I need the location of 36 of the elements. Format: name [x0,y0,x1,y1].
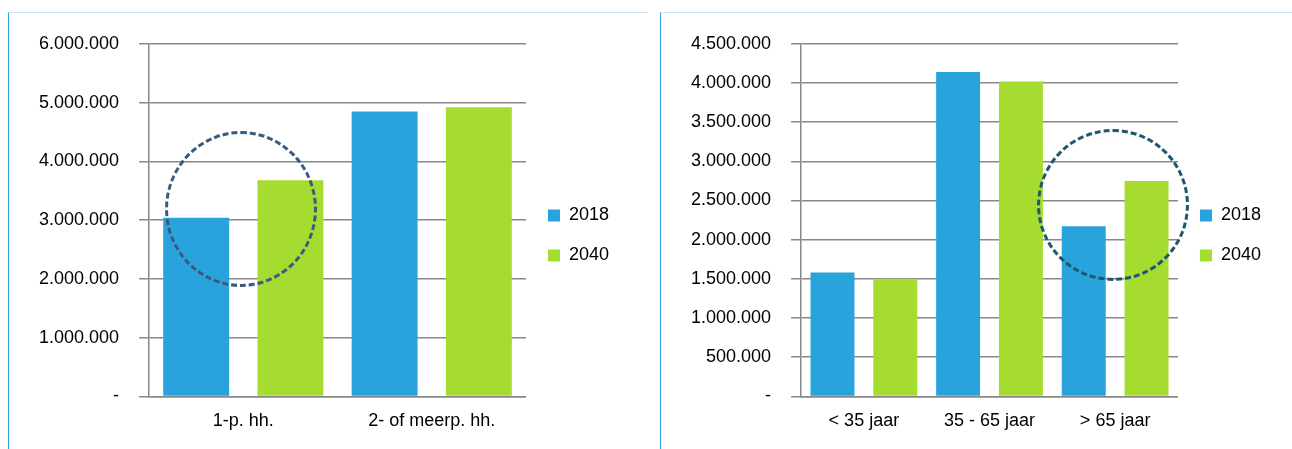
y-tick-label: 3.500.000 [691,111,772,132]
y-tick-label: 1.000.000 [39,326,120,347]
x-tick-label: 1-p. hh. [212,410,274,431]
x-tick-label: 2- of meerp. hh. [368,410,496,431]
bar [351,111,418,396]
legend-label: 2040 [568,244,609,265]
y-tick-label: 3.000.000 [691,150,772,171]
y-tick-label: 1.000.000 [691,307,772,328]
bar [1061,226,1106,396]
legend-label: 2040 [1220,244,1261,265]
bar [998,81,1043,396]
bar [936,72,981,396]
bar [445,107,512,396]
y-tick-label: 4.000.000 [39,150,120,171]
y-tick-label: 500.000 [706,346,772,367]
y-tick-label: 5.000.000 [39,91,120,112]
y-tick-label: 6.000.000 [39,32,120,53]
bar [1124,180,1169,396]
bar [163,217,230,396]
y-tick-label: 4.000.000 [691,71,772,92]
legend-label: 2018 [568,204,609,225]
y-tick-label: 2.000.000 [691,228,772,249]
y-tick-label: 4.500.000 [691,32,772,53]
y-tick-label: 1.500.000 [691,267,772,288]
y-tick-label: - [113,385,120,406]
x-tick-label: 35 - 65 jaar [943,410,1036,431]
bar [257,180,324,396]
x-tick-label: > 65 jaar [1079,410,1151,431]
x-tick-label: < 35 jaar [828,410,900,431]
y-tick-label: 2.000.000 [39,267,120,288]
y-tick-label: 2.500.000 [691,189,772,210]
bar [873,278,918,396]
y-tick-label: - [765,385,772,406]
bar [810,272,855,396]
legend-label: 2018 [1220,204,1261,225]
y-tick-label: 3.000.000 [39,209,120,230]
